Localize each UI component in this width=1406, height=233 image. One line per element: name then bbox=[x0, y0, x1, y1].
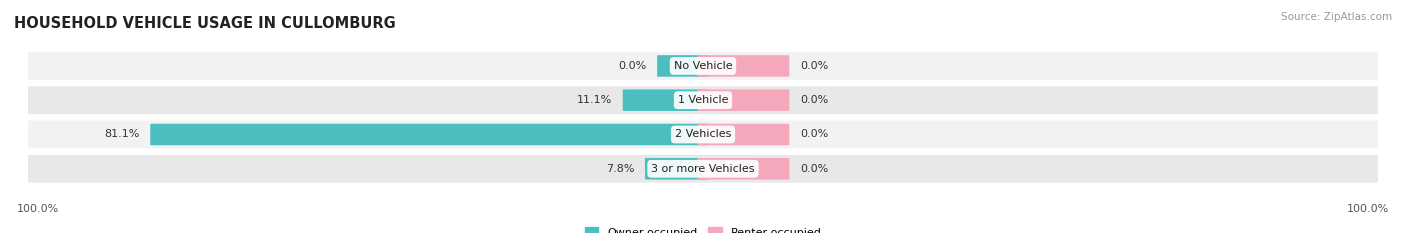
FancyBboxPatch shape bbox=[150, 124, 709, 145]
Text: 100.0%: 100.0% bbox=[17, 204, 59, 214]
FancyBboxPatch shape bbox=[645, 158, 709, 180]
Text: 2 Vehicles: 2 Vehicles bbox=[675, 130, 731, 140]
FancyBboxPatch shape bbox=[697, 89, 789, 111]
FancyBboxPatch shape bbox=[14, 121, 1392, 148]
Legend: Owner-occupied, Renter-occupied: Owner-occupied, Renter-occupied bbox=[581, 223, 825, 233]
Text: HOUSEHOLD VEHICLE USAGE IN CULLOMBURG: HOUSEHOLD VEHICLE USAGE IN CULLOMBURG bbox=[14, 16, 396, 31]
Text: 1 Vehicle: 1 Vehicle bbox=[678, 95, 728, 105]
FancyBboxPatch shape bbox=[14, 86, 1392, 114]
Text: 11.1%: 11.1% bbox=[576, 95, 612, 105]
Text: 0.0%: 0.0% bbox=[800, 130, 828, 140]
Text: 100.0%: 100.0% bbox=[1347, 204, 1389, 214]
FancyBboxPatch shape bbox=[697, 158, 789, 180]
Text: Source: ZipAtlas.com: Source: ZipAtlas.com bbox=[1281, 12, 1392, 22]
Text: 3 or more Vehicles: 3 or more Vehicles bbox=[651, 164, 755, 174]
Text: 0.0%: 0.0% bbox=[800, 61, 828, 71]
Text: 0.0%: 0.0% bbox=[619, 61, 647, 71]
FancyBboxPatch shape bbox=[657, 55, 709, 77]
FancyBboxPatch shape bbox=[14, 52, 1392, 80]
Text: 81.1%: 81.1% bbox=[104, 130, 139, 140]
Text: 0.0%: 0.0% bbox=[800, 95, 828, 105]
FancyBboxPatch shape bbox=[697, 124, 789, 145]
Text: No Vehicle: No Vehicle bbox=[673, 61, 733, 71]
FancyBboxPatch shape bbox=[623, 89, 709, 111]
Text: 0.0%: 0.0% bbox=[800, 164, 828, 174]
Text: 7.8%: 7.8% bbox=[606, 164, 634, 174]
FancyBboxPatch shape bbox=[697, 55, 789, 77]
FancyBboxPatch shape bbox=[14, 155, 1392, 183]
